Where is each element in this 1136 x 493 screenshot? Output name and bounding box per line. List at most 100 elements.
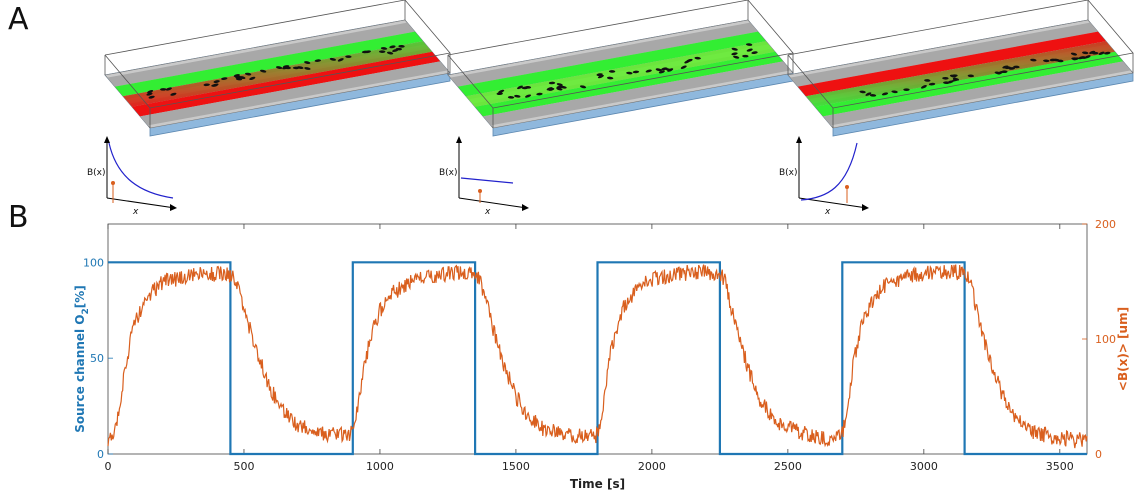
cell bbox=[146, 92, 153, 96]
inset-2: B(x) x bbox=[439, 136, 529, 217]
device-band bbox=[790, 22, 1098, 87]
cell bbox=[221, 77, 228, 80]
device-2 bbox=[447, 0, 794, 137]
x-tick-label: 2500 bbox=[774, 460, 802, 473]
inset-3: B(x) x bbox=[779, 136, 869, 217]
cell bbox=[536, 92, 543, 96]
inset-x-arrow bbox=[522, 204, 529, 211]
cell bbox=[928, 82, 936, 86]
cell bbox=[297, 66, 304, 69]
cell bbox=[165, 87, 172, 91]
y-left-tick-label: 0 bbox=[97, 448, 104, 461]
x-tick-label: 2000 bbox=[638, 460, 666, 473]
cell bbox=[1092, 51, 1099, 55]
cell bbox=[943, 81, 950, 85]
device-band bbox=[483, 61, 791, 126]
device-1 bbox=[104, 0, 451, 137]
x-tick-label: 1500 bbox=[502, 460, 530, 473]
device-band bbox=[457, 31, 766, 97]
y-left-axis-label: Source channel O2[%] bbox=[73, 285, 91, 433]
cell bbox=[304, 61, 311, 65]
cell bbox=[924, 79, 931, 82]
cell bbox=[606, 76, 614, 80]
cell bbox=[920, 85, 927, 89]
inset-1: B(x) x bbox=[87, 136, 177, 217]
cell bbox=[345, 55, 352, 58]
cell bbox=[1002, 65, 1009, 69]
inset-mean-marker bbox=[845, 185, 849, 189]
cell bbox=[859, 90, 866, 94]
devices-layer bbox=[104, 0, 1134, 137]
cell bbox=[1082, 51, 1089, 55]
cell bbox=[548, 81, 556, 85]
device-band bbox=[114, 31, 424, 97]
cell bbox=[386, 51, 394, 55]
cell bbox=[170, 92, 177, 96]
test-channel bbox=[806, 41, 1115, 107]
insets-layer: B(x) x B(x) x B(x) x bbox=[87, 136, 869, 217]
cell bbox=[496, 92, 503, 95]
cell bbox=[733, 55, 740, 59]
cell bbox=[498, 89, 505, 94]
cell bbox=[213, 80, 220, 83]
test-channel bbox=[123, 41, 432, 107]
cell bbox=[556, 87, 563, 91]
cell bbox=[881, 92, 889, 96]
cell bbox=[235, 77, 243, 81]
cell bbox=[645, 69, 652, 73]
cell bbox=[951, 74, 958, 77]
device-band bbox=[475, 51, 784, 117]
cell bbox=[314, 59, 322, 62]
inset-ylabel: B(x) bbox=[779, 168, 798, 178]
series-left-line bbox=[108, 261, 1087, 456]
y-left-tick-label: 50 bbox=[90, 352, 104, 365]
y-left-tick-label: 100 bbox=[83, 256, 104, 269]
cell bbox=[597, 74, 604, 79]
cell bbox=[275, 66, 283, 70]
cell bbox=[392, 49, 399, 53]
cell bbox=[1053, 58, 1060, 62]
x-tick-label: 3500 bbox=[1046, 460, 1074, 473]
inset-y-arrow bbox=[104, 136, 110, 143]
cell bbox=[507, 96, 515, 99]
cell bbox=[694, 56, 701, 60]
cell bbox=[398, 44, 405, 48]
cell bbox=[746, 48, 753, 52]
cell bbox=[632, 70, 640, 74]
cell bbox=[525, 94, 532, 98]
cell bbox=[389, 45, 396, 49]
x-tick-label: 500 bbox=[233, 460, 254, 473]
inset-profile-curve bbox=[460, 177, 514, 184]
cell bbox=[680, 65, 687, 69]
y-right-tick-label: 100 bbox=[1095, 333, 1116, 346]
inset-mean-marker bbox=[111, 181, 115, 185]
inset-x-axis bbox=[458, 197, 528, 209]
cell bbox=[361, 50, 369, 54]
panel-a-label: A bbox=[8, 2, 29, 37]
cell bbox=[1013, 65, 1020, 69]
cell bbox=[626, 71, 633, 75]
cell bbox=[942, 76, 949, 80]
x-tick-label: 1000 bbox=[366, 460, 394, 473]
cell bbox=[160, 88, 167, 91]
cell bbox=[891, 90, 898, 94]
cell bbox=[337, 58, 344, 62]
inset-x-axis bbox=[798, 197, 868, 209]
cell bbox=[865, 92, 872, 96]
cell bbox=[742, 54, 749, 58]
cell bbox=[244, 72, 252, 76]
inset-y-arrow bbox=[796, 136, 802, 143]
cell bbox=[751, 51, 758, 55]
cell bbox=[686, 58, 693, 62]
cell bbox=[967, 74, 975, 78]
cell bbox=[304, 67, 311, 70]
device-band bbox=[132, 51, 441, 117]
cell bbox=[579, 85, 587, 89]
panel-b-label: B bbox=[8, 200, 29, 235]
cell bbox=[1030, 58, 1037, 62]
cell bbox=[284, 66, 291, 70]
inset-y-arrow bbox=[456, 136, 462, 143]
cell bbox=[521, 86, 529, 90]
cell bbox=[1070, 52, 1078, 56]
